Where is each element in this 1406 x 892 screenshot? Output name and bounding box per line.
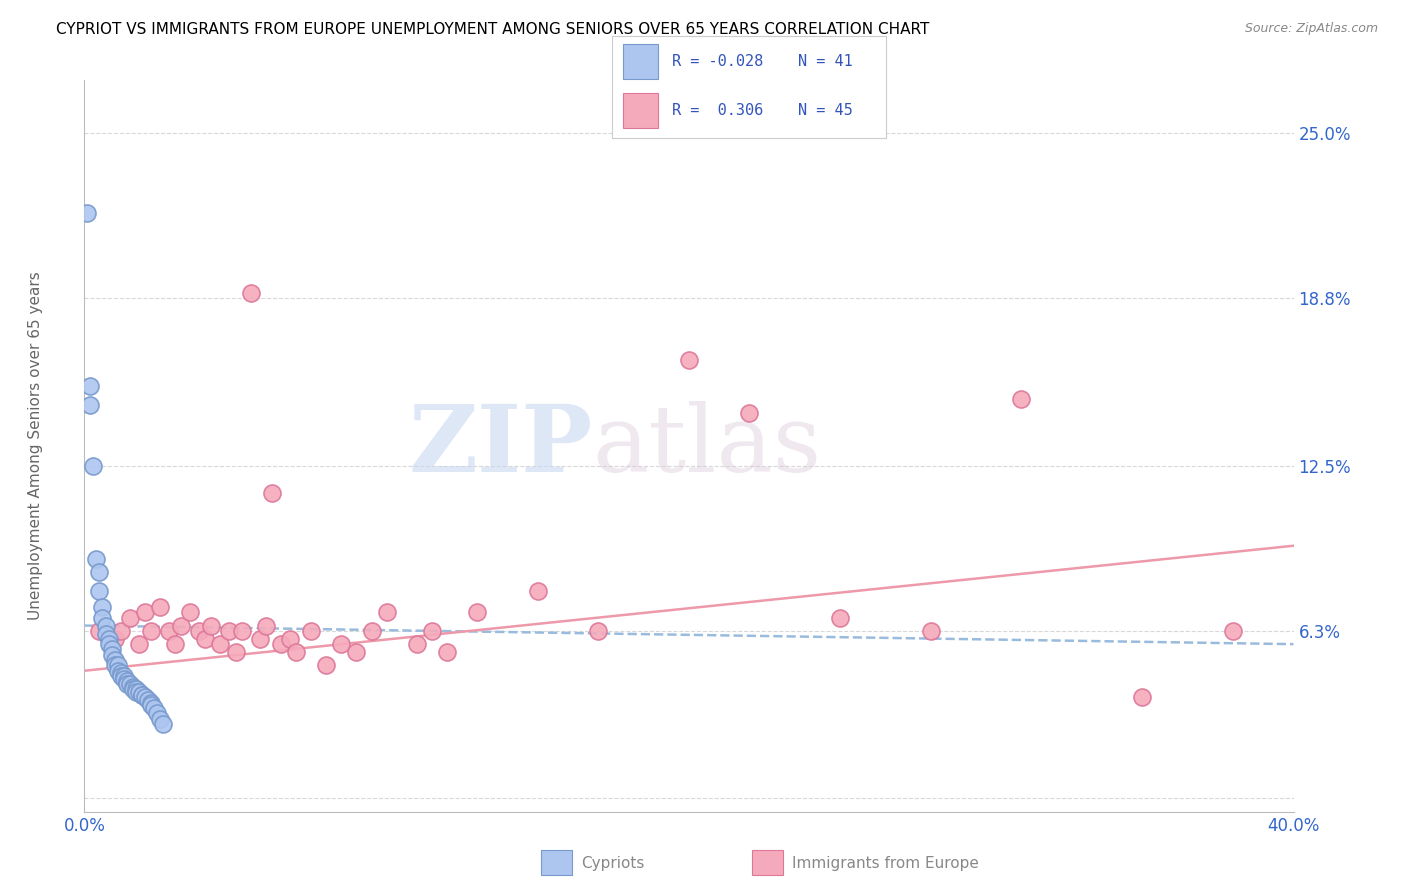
- Point: [89, 624, 111, 638]
- Text: R = -0.028: R = -0.028: [672, 54, 763, 69]
- Point: [330, 637, 353, 651]
- Point: [110, 669, 132, 683]
- Point: [194, 632, 217, 646]
- Point: [170, 618, 193, 632]
- Point: [260, 485, 283, 500]
- Point: [97, 632, 120, 646]
- Point: [118, 677, 141, 691]
- Point: [149, 712, 172, 726]
- Point: [100, 642, 122, 657]
- Point: [149, 599, 172, 614]
- Point: [209, 637, 232, 651]
- Point: [131, 688, 153, 702]
- Point: [91, 599, 114, 614]
- Point: [139, 698, 162, 713]
- Point: [270, 637, 292, 651]
- Point: [420, 624, 443, 638]
- Text: Immigrants from Europe: Immigrants from Europe: [792, 856, 979, 871]
- Point: [121, 682, 143, 697]
- Point: [146, 706, 169, 721]
- Point: [1130, 690, 1153, 705]
- Point: [97, 637, 120, 651]
- Point: [436, 645, 458, 659]
- Point: [115, 674, 138, 689]
- Point: [139, 624, 162, 638]
- Text: Unemployment Among Seniors over 65 years: Unemployment Among Seniors over 65 years: [28, 272, 42, 620]
- Point: [738, 406, 761, 420]
- Point: [360, 624, 382, 638]
- Point: [163, 637, 186, 651]
- Point: [112, 672, 135, 686]
- Point: [125, 682, 148, 697]
- Point: [128, 685, 150, 699]
- Point: [346, 645, 368, 659]
- Point: [118, 610, 141, 624]
- Point: [128, 637, 150, 651]
- Point: [142, 701, 165, 715]
- Point: [375, 605, 398, 619]
- Point: [110, 666, 132, 681]
- Point: [467, 605, 489, 619]
- Point: [920, 624, 942, 638]
- Point: [86, 552, 108, 566]
- Point: [79, 379, 101, 393]
- Point: [125, 685, 148, 699]
- Point: [200, 618, 222, 632]
- Point: [110, 624, 132, 638]
- Point: [112, 669, 135, 683]
- Point: [104, 658, 127, 673]
- Point: [315, 658, 337, 673]
- Text: Cypriots: Cypriots: [581, 856, 644, 871]
- Point: [89, 584, 111, 599]
- Point: [94, 618, 117, 632]
- Point: [89, 566, 111, 580]
- Point: [188, 624, 211, 638]
- Point: [115, 677, 138, 691]
- Point: [134, 690, 156, 705]
- Point: [1222, 624, 1244, 638]
- Point: [131, 688, 153, 702]
- Point: [152, 717, 174, 731]
- Point: [134, 605, 156, 619]
- Text: CYPRIOT VS IMMIGRANTS FROM EUROPE UNEMPLOYMENT AMONG SENIORS OVER 65 YEARS CORRE: CYPRIOT VS IMMIGRANTS FROM EUROPE UNEMPL…: [56, 22, 929, 37]
- Point: [1010, 392, 1032, 407]
- Point: [284, 645, 308, 659]
- Point: [121, 680, 143, 694]
- Point: [278, 632, 301, 646]
- Point: [76, 206, 98, 220]
- Point: [139, 696, 162, 710]
- Point: [107, 658, 129, 673]
- Point: [254, 618, 277, 632]
- Point: [588, 624, 610, 638]
- Point: [82, 458, 104, 473]
- Point: [830, 610, 852, 624]
- Bar: [623, 93, 658, 128]
- Point: [104, 653, 127, 667]
- Point: [218, 624, 240, 638]
- Point: [136, 693, 159, 707]
- Point: [157, 624, 180, 638]
- Point: [100, 648, 122, 662]
- Point: [299, 624, 322, 638]
- Point: [79, 398, 101, 412]
- Point: [231, 624, 253, 638]
- Point: [249, 632, 271, 646]
- Text: ZIP: ZIP: [408, 401, 592, 491]
- Point: [225, 645, 247, 659]
- Point: [107, 664, 129, 678]
- Text: N = 45: N = 45: [799, 103, 853, 118]
- Point: [406, 637, 429, 651]
- Point: [104, 632, 127, 646]
- Text: R =  0.306: R = 0.306: [672, 103, 763, 118]
- Point: [239, 286, 262, 301]
- Bar: [623, 44, 658, 78]
- Point: [179, 605, 201, 619]
- Point: [94, 626, 117, 640]
- Text: atlas: atlas: [592, 401, 821, 491]
- Point: [91, 610, 114, 624]
- Text: N = 41: N = 41: [799, 54, 853, 69]
- Text: Source: ZipAtlas.com: Source: ZipAtlas.com: [1244, 22, 1378, 36]
- Point: [526, 584, 548, 599]
- Point: [678, 352, 700, 367]
